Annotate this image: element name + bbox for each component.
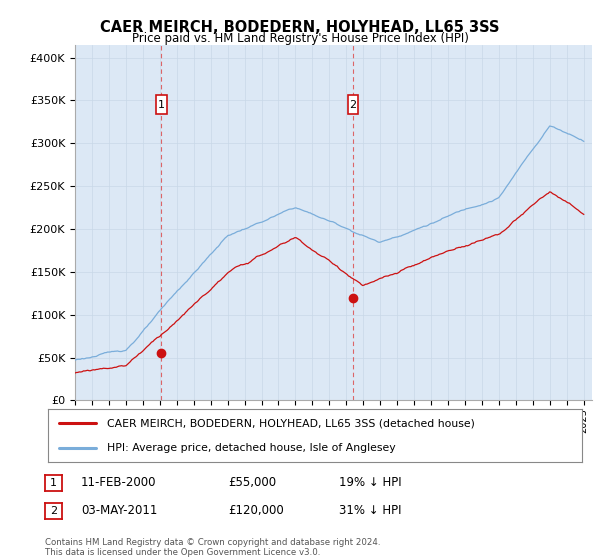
Text: 19% ↓ HPI: 19% ↓ HPI: [339, 476, 401, 489]
Text: CAER MEIRCH, BODEDERN, HOLYHEAD, LL65 3SS (detached house): CAER MEIRCH, BODEDERN, HOLYHEAD, LL65 3S…: [107, 418, 475, 428]
Text: Contains HM Land Registry data © Crown copyright and database right 2024.
This d: Contains HM Land Registry data © Crown c…: [45, 538, 380, 557]
Text: £55,000: £55,000: [228, 476, 276, 489]
Text: 1: 1: [158, 100, 165, 110]
Text: 11-FEB-2000: 11-FEB-2000: [81, 476, 157, 489]
Text: £120,000: £120,000: [228, 504, 284, 517]
Text: 1: 1: [50, 478, 57, 488]
Text: 2: 2: [50, 506, 57, 516]
FancyBboxPatch shape: [347, 95, 358, 114]
FancyBboxPatch shape: [157, 95, 167, 114]
Text: 31% ↓ HPI: 31% ↓ HPI: [339, 504, 401, 517]
Text: HPI: Average price, detached house, Isle of Anglesey: HPI: Average price, detached house, Isle…: [107, 442, 395, 452]
Text: Price paid vs. HM Land Registry's House Price Index (HPI): Price paid vs. HM Land Registry's House …: [131, 32, 469, 45]
Text: 03-MAY-2011: 03-MAY-2011: [81, 504, 157, 517]
Text: CAER MEIRCH, BODEDERN, HOLYHEAD, LL65 3SS: CAER MEIRCH, BODEDERN, HOLYHEAD, LL65 3S…: [100, 20, 500, 35]
Text: 2: 2: [349, 100, 356, 110]
